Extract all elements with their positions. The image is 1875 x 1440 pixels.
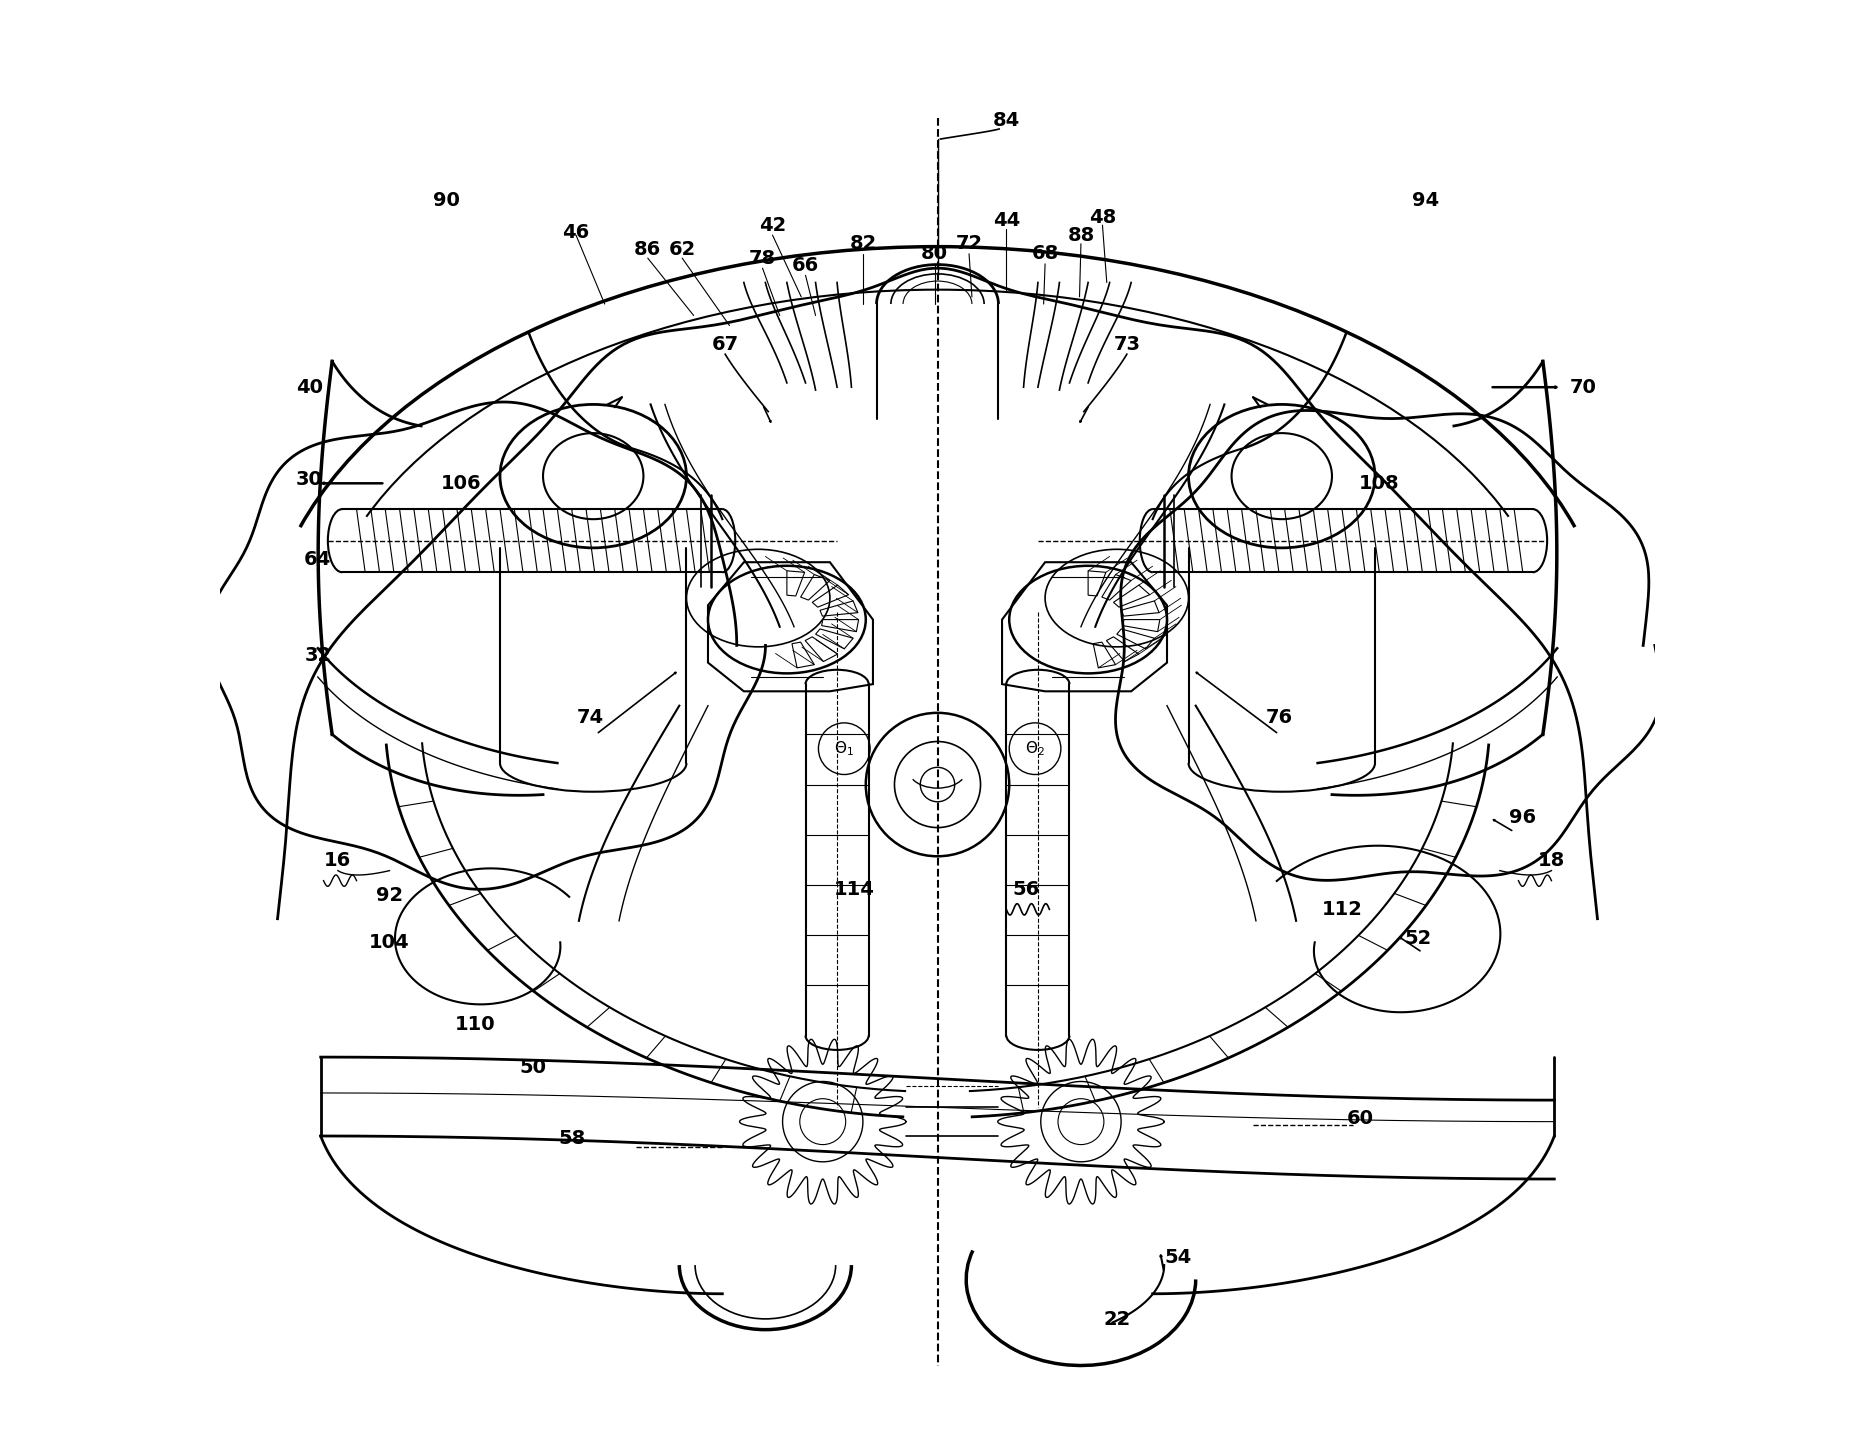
- Text: 60: 60: [1346, 1109, 1374, 1129]
- Text: 54: 54: [1164, 1248, 1192, 1267]
- Text: 92: 92: [377, 886, 403, 904]
- Text: 73: 73: [1114, 334, 1140, 354]
- Text: 67: 67: [712, 334, 739, 354]
- Text: 30: 30: [296, 469, 322, 488]
- Text: 66: 66: [791, 256, 819, 275]
- Text: 110: 110: [456, 1015, 495, 1034]
- Text: 22: 22: [1102, 1310, 1131, 1329]
- Text: 46: 46: [562, 223, 589, 242]
- Text: 112: 112: [1322, 900, 1363, 919]
- Text: 56: 56: [1013, 880, 1041, 899]
- Text: 104: 104: [369, 933, 411, 952]
- Text: $\Theta_2$: $\Theta_2$: [1026, 739, 1044, 757]
- Text: 40: 40: [296, 377, 322, 396]
- Text: 86: 86: [634, 240, 662, 259]
- Text: 44: 44: [992, 212, 1020, 230]
- Text: 42: 42: [759, 216, 786, 235]
- Text: 48: 48: [1089, 209, 1116, 228]
- Text: 58: 58: [559, 1129, 585, 1148]
- Text: 32: 32: [304, 647, 332, 665]
- Text: 74: 74: [578, 707, 604, 727]
- Text: 52: 52: [1404, 929, 1432, 948]
- Text: 88: 88: [1067, 226, 1095, 245]
- Text: 64: 64: [304, 550, 332, 569]
- Text: 72: 72: [956, 235, 982, 253]
- Text: 96: 96: [1509, 808, 1536, 827]
- Text: 80: 80: [921, 245, 949, 264]
- Text: 114: 114: [834, 880, 876, 899]
- Text: 94: 94: [1412, 192, 1438, 210]
- Text: 106: 106: [441, 474, 482, 492]
- Text: 90: 90: [433, 192, 461, 210]
- Text: 16: 16: [324, 851, 351, 870]
- Text: 18: 18: [1538, 851, 1566, 870]
- Text: $\Theta_1$: $\Theta_1$: [834, 739, 855, 757]
- Text: 108: 108: [1359, 474, 1399, 492]
- Text: 82: 82: [849, 235, 876, 253]
- Text: 78: 78: [748, 249, 776, 268]
- Text: 84: 84: [992, 111, 1020, 130]
- Text: 50: 50: [519, 1057, 546, 1077]
- Text: 76: 76: [1266, 707, 1292, 727]
- Text: 62: 62: [669, 240, 696, 259]
- Text: 70: 70: [1569, 377, 1596, 396]
- Text: 68: 68: [1031, 245, 1059, 264]
